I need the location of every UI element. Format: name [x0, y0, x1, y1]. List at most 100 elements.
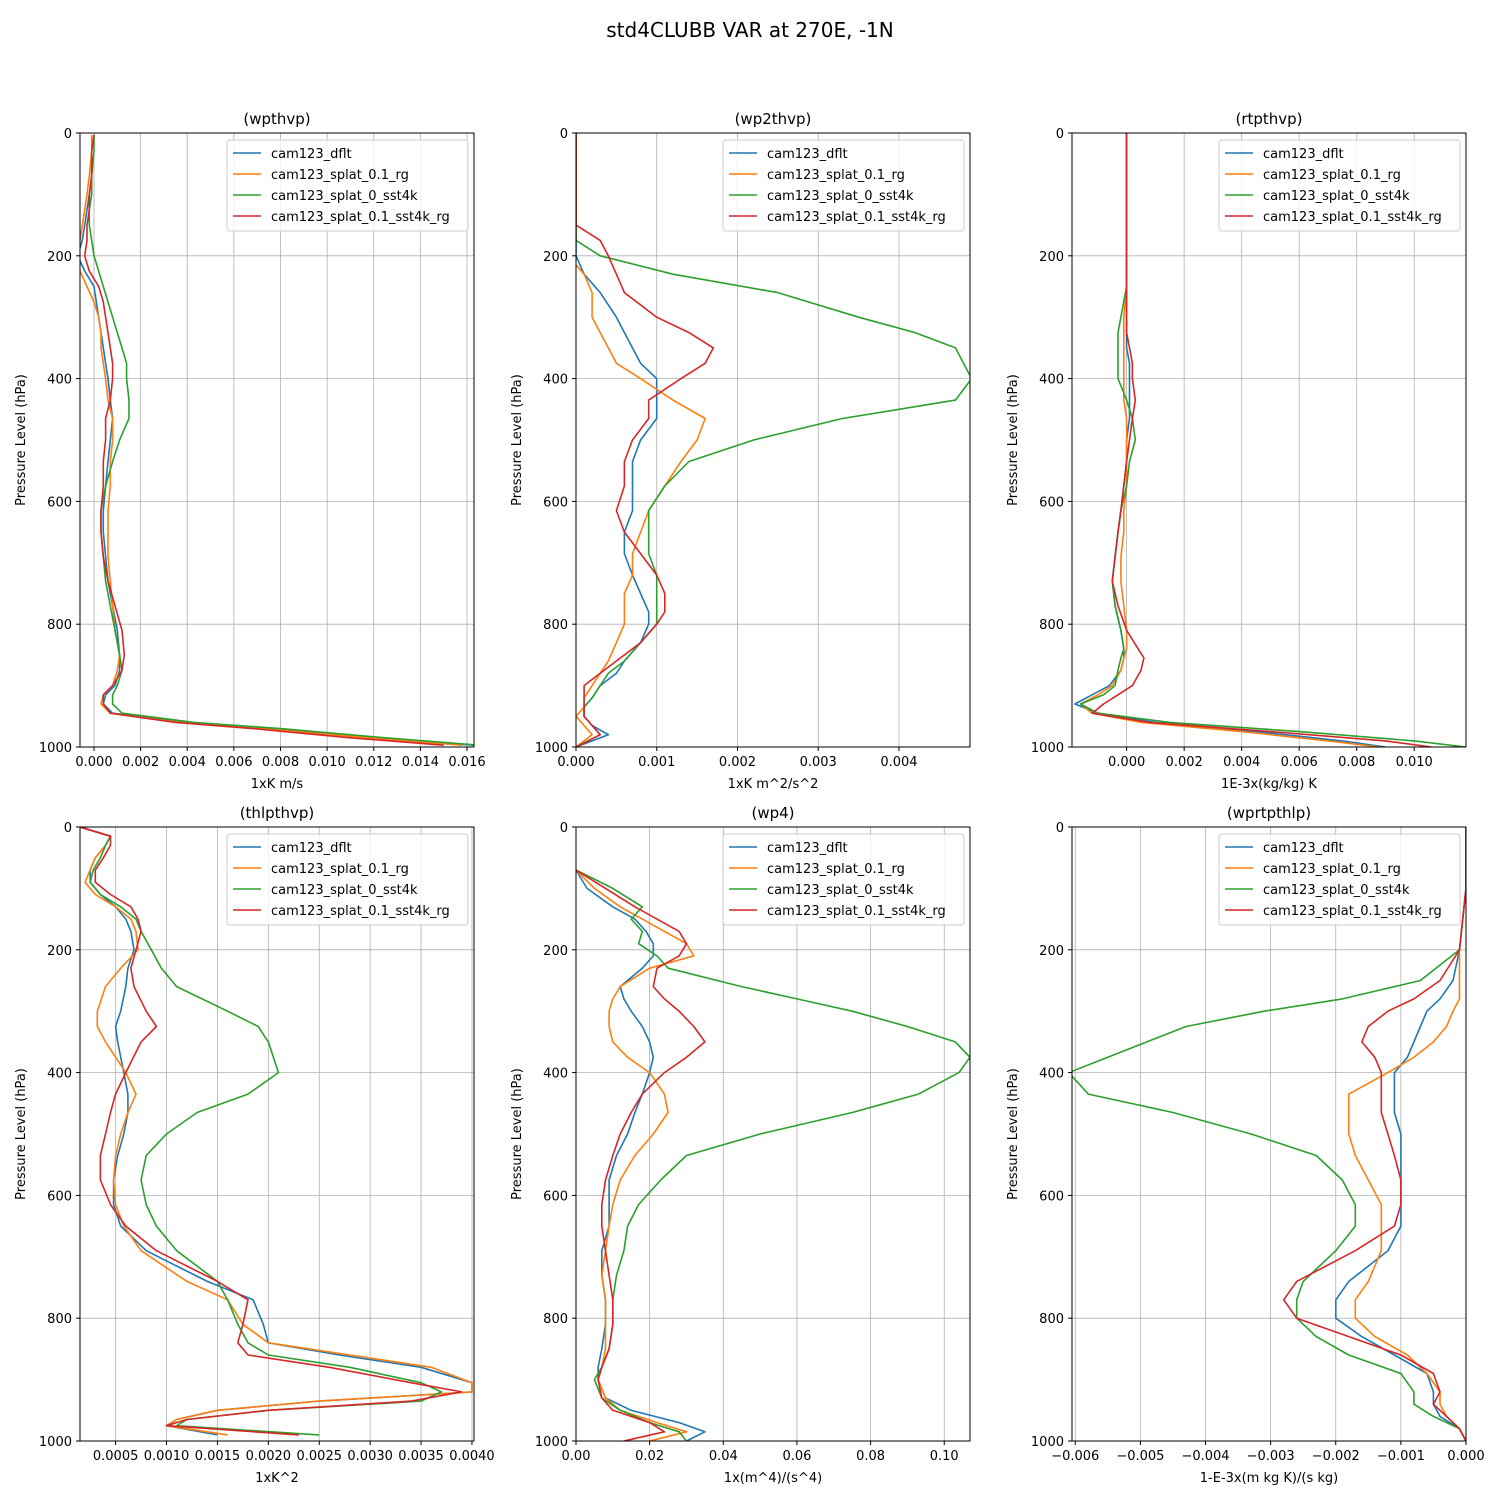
legend-label: cam123_dflt: [271, 147, 352, 162]
x-tick-label: 0.000: [1108, 755, 1145, 770]
y-tick-label: 1000: [1031, 1435, 1064, 1450]
x-tick-label: 0.010: [309, 755, 346, 770]
legend: cam123_dflt cam123_splat_0.1_rg cam123_spl…: [722, 139, 965, 232]
legend-box: [1218, 833, 1461, 926]
x-tick-label: 0.0020: [246, 1449, 292, 1464]
y-tick-label: 800: [1039, 1312, 1064, 1327]
panel-title: (thlpthvp): [240, 804, 315, 822]
y-tick-label: 400: [1039, 373, 1064, 388]
x-tick-label: −0.001: [1377, 1449, 1425, 1464]
legend-label: cam123_dflt: [271, 841, 352, 856]
x-axis-ticks: 0.000 0.001 0.002 0.003 0.004: [557, 747, 918, 770]
legend-label: cam123_splat_0_sst4k: [1263, 189, 1410, 204]
x-tick-label: 0.0010: [144, 1449, 190, 1464]
y-axis-label: Pressure Level (hPa): [14, 1068, 29, 1200]
x-tick-label: 0.0030: [347, 1449, 393, 1464]
panel-3: 0.000 0.002 0.004 0.006 0.008 0.010 0 200 400 600…: [1006, 110, 1467, 792]
y-tick-label: 200: [543, 250, 568, 265]
series-line-cam123_splat_0.1_rg: [80, 827, 473, 1436]
x-tick-label: 0.016: [448, 755, 485, 770]
y-axis-ticks: 0 200 400 600 800 1000: [535, 127, 576, 756]
legend-item: cam123_splat_0.1_sst4k_rg: [233, 210, 450, 225]
x-axis-label: 1xK^2: [255, 1471, 299, 1486]
legend-item: cam123_splat_0.1_sst4k_rg: [233, 904, 450, 919]
x-tick-label: 0.004: [169, 755, 206, 770]
y-axis-ticks: 0 200 400 600 800 1000: [39, 127, 80, 756]
legend-box: [1218, 139, 1461, 232]
series-lines: [80, 827, 473, 1436]
y-tick-label: 800: [543, 1312, 568, 1327]
panel-title: (wp4): [751, 804, 794, 822]
legend: cam123_dflt cam123_splat_0.1_rg cam123_spl…: [1218, 833, 1461, 926]
x-axis-label: 1xK m/s: [251, 777, 304, 792]
y-axis-ticks: 0 200 400 600 800 1000: [39, 821, 80, 1450]
series-line-cam123_splat_0.1_sst4k_rg: [576, 869, 706, 1441]
x-tick-label: −0.005: [1116, 1449, 1164, 1464]
y-axis-label: Pressure Level (hPa): [510, 374, 525, 506]
x-axis-ticks: 0.000 0.002 0.004 0.006 0.008 0.010 0.012 0.014…: [75, 747, 486, 770]
x-tick-label: −0.004: [1181, 1449, 1229, 1464]
x-tick-label: 0.000: [1447, 1449, 1484, 1464]
x-tick-label: 0.0025: [297, 1449, 343, 1464]
y-axis-ticks: 0 200 400 600 800 1000: [1031, 821, 1072, 1450]
legend-label: cam123_splat_0.1_rg: [767, 862, 905, 877]
legend-label: cam123_splat_0.1_sst4k_rg: [1263, 904, 1442, 919]
y-axis-ticks: 0 200 400 600 800 1000: [1031, 127, 1072, 756]
legend-item: cam123_dflt: [233, 841, 352, 856]
legend-item: cam123_dflt: [729, 147, 848, 162]
legend: cam123_dflt cam123_splat_0.1_rg cam123_spl…: [1218, 139, 1461, 232]
legend: cam123_dflt cam123_splat_0.1_rg cam123_spl…: [722, 833, 965, 926]
x-tick-label: 0.00: [562, 1449, 591, 1464]
series-line-cam123_splat_0.1_sst4k_rg: [83, 134, 444, 746]
x-tick-label: 0.0035: [398, 1449, 444, 1464]
x-tick-label: 0.10: [930, 1449, 959, 1464]
y-tick-label: 1000: [1031, 741, 1064, 756]
series-lines: [1072, 827, 1466, 1441]
x-tick-label: 0.003: [800, 755, 837, 770]
legend-label: cam123_splat_0.1_rg: [271, 168, 409, 183]
x-tick-label: 0.006: [1281, 755, 1318, 770]
y-tick-label: 200: [47, 944, 72, 959]
x-tick-label: 0.0040: [449, 1449, 495, 1464]
series-line-cam123_splat_0_sst4k: [88, 134, 474, 746]
series-lines: [576, 133, 970, 747]
x-tick-label: 0.004: [1223, 755, 1260, 770]
legend-label: cam123_dflt: [767, 147, 848, 162]
legend-box: [226, 139, 469, 232]
legend-label: cam123_splat_0.1_rg: [1263, 862, 1401, 877]
series-lines: [80, 134, 474, 746]
x-tick-label: 0.014: [402, 755, 439, 770]
series-lines: [1074, 133, 1466, 747]
legend-item: cam123_splat_0.1_rg: [729, 168, 905, 183]
legend-label: cam123_dflt: [767, 841, 848, 856]
x-axis-label: 1xK m^2/s^2: [728, 777, 819, 792]
x-tick-label: 0.002: [719, 755, 756, 770]
y-tick-label: 600: [47, 495, 72, 510]
x-axis-label: 1x(m^4)/(s^4): [724, 1471, 822, 1486]
y-tick-label: 800: [47, 618, 72, 633]
x-axis-ticks: 0.0005 0.0010 0.0015 0.0020 0.0025 0.0030 0.00…: [93, 1441, 495, 1464]
legend-item: cam123_splat_0.1_rg: [233, 862, 409, 877]
legend-label: cam123_splat_0_sst4k: [767, 189, 914, 204]
x-axis-ticks: −0.006 −0.005 −0.004 −0.003 −0.002 −0.001 0.00…: [1051, 1441, 1485, 1464]
y-tick-label: 600: [543, 495, 568, 510]
x-tick-label: 0.008: [262, 755, 299, 770]
axes-frame: [1071, 826, 1467, 1442]
series-lines: [576, 869, 970, 1441]
legend-label: cam123_splat_0_sst4k: [767, 883, 914, 898]
y-tick-label: 0: [1056, 127, 1064, 142]
legend-label: cam123_splat_0_sst4k: [1263, 883, 1410, 898]
x-tick-label: 0.010: [1396, 755, 1433, 770]
legend-item: cam123_splat_0.1_rg: [729, 862, 905, 877]
legend-item: cam123_splat_0.1_sst4k_rg: [1225, 904, 1442, 919]
legend-item: cam123_splat_0_sst4k: [233, 189, 418, 204]
axes-frame: [79, 826, 475, 1442]
series-line-cam123_splat_0.1_rg: [1348, 827, 1466, 1441]
y-tick-label: 600: [1039, 495, 1064, 510]
y-tick-label: 0: [1056, 821, 1064, 836]
legend-label: cam123_splat_0.1_sst4k_rg: [767, 210, 946, 225]
legend-item: cam123_splat_0.1_sst4k_rg: [729, 904, 946, 919]
legend-box: [722, 139, 965, 232]
x-tick-label: −0.003: [1247, 1449, 1295, 1464]
